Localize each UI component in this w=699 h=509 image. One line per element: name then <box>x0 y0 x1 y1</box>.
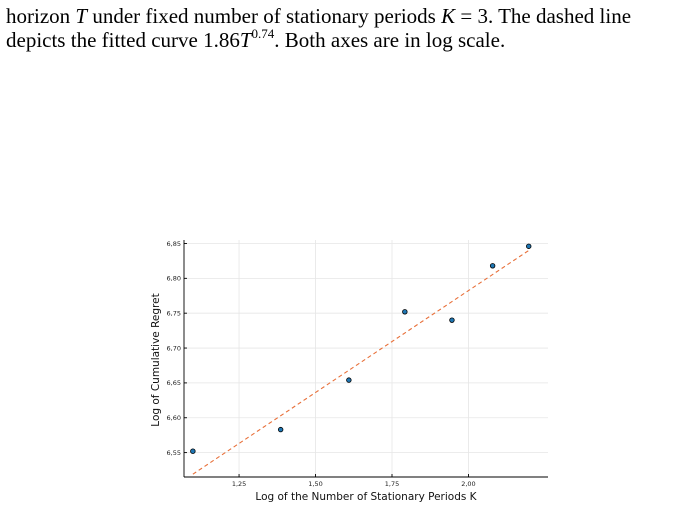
data-point <box>489 263 496 269</box>
caption-exponent: 0.74 <box>251 26 275 41</box>
data-point <box>190 448 196 454</box>
caption-text: depicts the fitted curve 1.86 <box>6 28 240 52</box>
axes <box>183 240 548 478</box>
data-series <box>190 243 532 475</box>
data-point <box>402 309 408 315</box>
caption-text: = 3. The dashed line <box>455 4 632 28</box>
x-tick-label: 1,50 <box>308 480 322 488</box>
y-axis-title: Log of Cumulative Regret <box>150 293 162 426</box>
data-point <box>449 317 455 323</box>
fitted-curve-line <box>192 249 530 475</box>
tick-labels: 1,25 1,50 1,75 2,00 6,55 6,60 6,65 6,70 6,75 6,80… <box>167 240 476 488</box>
x-axis-title: Log of the Number of Stationary Periods … <box>255 491 477 503</box>
data-point <box>277 426 284 433</box>
caption-line-2: depicts the fitted curve 1.86T0.74. Both… <box>6 26 696 52</box>
caption-text: . Both axes are in log scale. <box>274 28 506 52</box>
y-tick-label: 6,70 <box>167 344 181 352</box>
grid <box>184 240 548 477</box>
y-tick-label: 6,55 <box>167 449 181 457</box>
x-tick-label: 2,00 <box>461 480 475 488</box>
caption-symbol-k: K <box>441 4 456 28</box>
x-tick-label: 1,25 <box>232 480 246 488</box>
caption-text: horizon <box>6 4 76 28</box>
y-tick-label: 6,65 <box>167 379 181 387</box>
data-point <box>526 243 532 249</box>
caption-symbol-t: T <box>239 28 252 52</box>
data-point <box>346 377 352 383</box>
y-tick-label: 6,75 <box>167 309 181 317</box>
x-tick-label: 1,75 <box>385 480 399 488</box>
caption-line-1: horizon T under fixed number of stationa… <box>6 4 696 28</box>
figure-caption: horizon T under fixed number of stationa… <box>6 4 696 52</box>
caption-symbol-t: T <box>75 4 88 28</box>
y-tick-label: 6,80 <box>167 275 181 283</box>
y-tick-label: 6,60 <box>167 414 181 422</box>
y-tick-label: 6,85 <box>167 240 181 248</box>
caption-text: under fixed number of stationary periods <box>87 4 442 28</box>
